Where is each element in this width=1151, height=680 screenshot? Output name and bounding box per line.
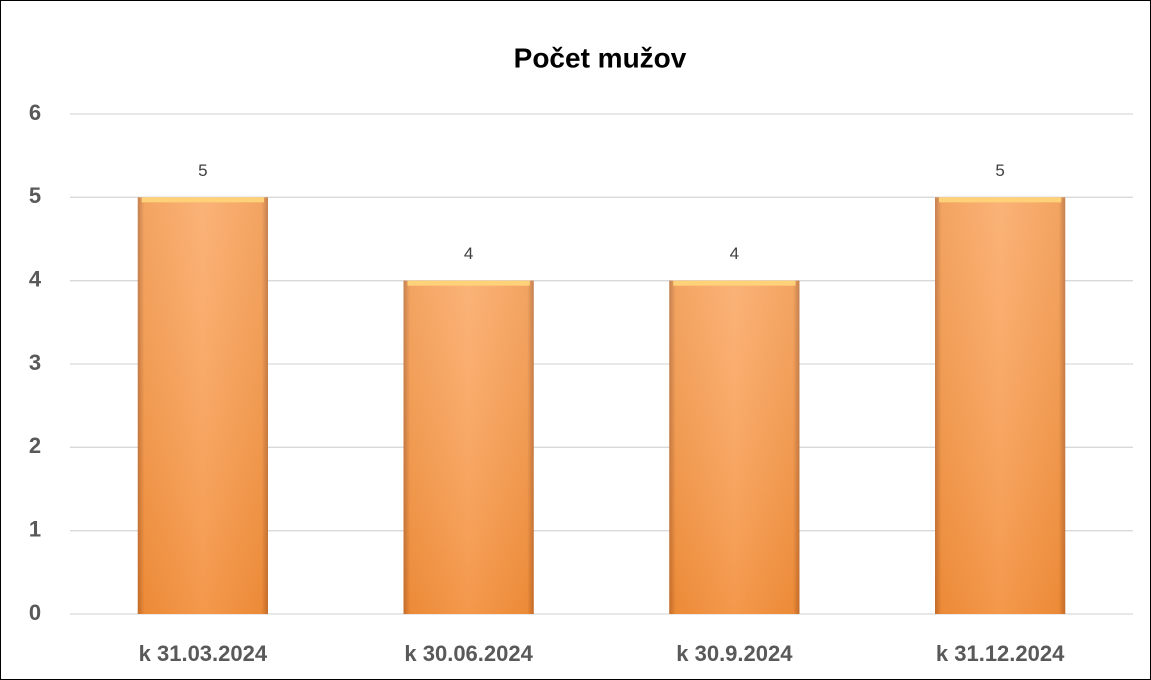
x-tick-label: k 31.03.2024 [139, 641, 268, 666]
data-label: 4 [464, 244, 473, 263]
data-label: 4 [730, 244, 739, 263]
bar [403, 280, 534, 614]
bar [669, 280, 800, 614]
x-tick-label: k 30.9.2024 [676, 641, 793, 666]
y-tick-label: 6 [29, 100, 41, 125]
data-label: 5 [198, 161, 207, 180]
data-label: 5 [995, 161, 1004, 180]
y-tick-label: 2 [29, 433, 41, 458]
bar [137, 197, 268, 615]
y-tick-label: 3 [29, 350, 41, 375]
y-tick-label: 0 [29, 600, 41, 625]
x-tick-label: k 30.06.2024 [404, 641, 533, 666]
bar [935, 197, 1066, 615]
chart-title: Počet mužov [514, 42, 687, 73]
y-tick-label: 4 [29, 266, 42, 291]
y-tick-label: 1 [29, 516, 41, 541]
y-tick-label: 5 [29, 183, 41, 208]
x-tick-label: k 31.12.2024 [936, 641, 1065, 666]
